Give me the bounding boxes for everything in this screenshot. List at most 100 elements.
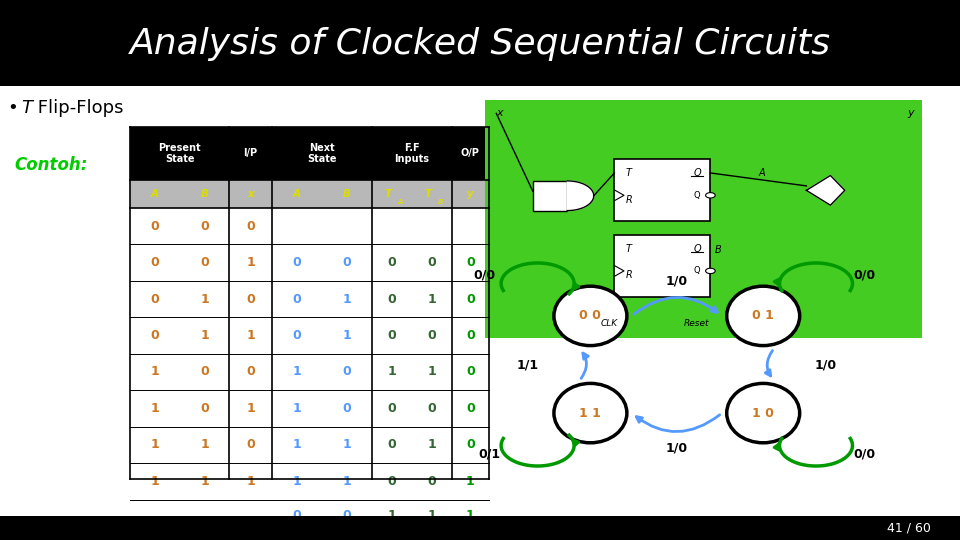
- Text: 1: 1: [387, 509, 396, 522]
- Text: 0: 0: [427, 329, 437, 342]
- Text: 1: 1: [246, 256, 255, 269]
- Text: Analysis of Clocked Sequential Circuits: Analysis of Clocked Sequential Circuits: [130, 28, 830, 61]
- Text: Q̄: Q̄: [693, 191, 700, 200]
- FancyBboxPatch shape: [130, 354, 489, 390]
- Text: 0: 0: [246, 293, 255, 306]
- Text: 41 / 60: 41 / 60: [887, 521, 931, 534]
- Polygon shape: [806, 176, 845, 205]
- Text: 1: 1: [246, 475, 255, 488]
- Text: Q̄: Q̄: [693, 266, 700, 275]
- Ellipse shape: [554, 286, 627, 346]
- Text: 0: 0: [427, 256, 437, 269]
- Text: 1/0: 1/0: [665, 442, 688, 455]
- Text: 0: 0: [342, 366, 351, 379]
- FancyBboxPatch shape: [130, 127, 489, 180]
- Text: 1: 1: [200, 475, 209, 488]
- Text: 1: 1: [427, 366, 437, 379]
- FancyBboxPatch shape: [533, 181, 567, 211]
- Text: 1: 1: [387, 366, 396, 379]
- FancyBboxPatch shape: [130, 244, 489, 281]
- Text: 1: 1: [427, 509, 437, 522]
- Text: 0: 0: [342, 509, 351, 522]
- Text: y: y: [467, 189, 474, 199]
- FancyBboxPatch shape: [130, 208, 489, 244]
- Text: 1: 1: [342, 329, 351, 342]
- Text: 1: 1: [150, 438, 159, 451]
- Text: 1: 1: [200, 329, 209, 342]
- Text: x: x: [247, 189, 254, 199]
- Text: 1 1: 1 1: [580, 407, 601, 420]
- Text: 0: 0: [246, 366, 255, 379]
- Text: Q: Q: [693, 244, 701, 254]
- Text: B: B: [438, 199, 444, 205]
- Text: 0: 0: [387, 438, 396, 451]
- Text: 1: 1: [427, 293, 437, 306]
- Text: 0: 0: [246, 220, 255, 233]
- Text: 0: 0: [200, 402, 209, 415]
- Text: 0: 0: [200, 256, 209, 269]
- Text: A: A: [397, 199, 403, 205]
- Text: 1/1: 1/1: [516, 358, 540, 371]
- Text: 0 1: 0 1: [753, 309, 774, 322]
- Text: 0/1: 0/1: [478, 447, 501, 460]
- FancyBboxPatch shape: [485, 100, 922, 338]
- Text: 1: 1: [200, 293, 209, 306]
- Text: Contoh:: Contoh:: [14, 156, 87, 174]
- Text: 0: 0: [292, 509, 301, 522]
- Text: T: T: [384, 189, 392, 199]
- Text: F.F
Inputs: F.F Inputs: [395, 143, 429, 164]
- Text: 1: 1: [150, 366, 159, 379]
- Text: A: A: [293, 189, 300, 199]
- Text: R: R: [626, 194, 633, 205]
- Text: 0: 0: [387, 475, 396, 488]
- Text: 1: 1: [292, 475, 301, 488]
- Text: 0: 0: [387, 402, 396, 415]
- Text: CLK: CLK: [601, 320, 618, 328]
- Text: 0: 0: [200, 366, 209, 379]
- Text: 1: 1: [292, 402, 301, 415]
- Text: 0: 0: [342, 256, 351, 269]
- Text: 0/0: 0/0: [852, 447, 876, 460]
- Text: 1/0: 1/0: [665, 274, 688, 287]
- Text: 1: 1: [292, 366, 301, 379]
- Text: 1: 1: [292, 438, 301, 451]
- Text: B: B: [343, 189, 350, 199]
- Text: 0: 0: [292, 329, 301, 342]
- Text: 0: 0: [466, 402, 475, 415]
- Text: Flip-Flops: Flip-Flops: [32, 99, 123, 117]
- Text: 1: 1: [200, 438, 209, 451]
- Text: R: R: [626, 270, 633, 280]
- Text: T: T: [21, 99, 32, 117]
- Ellipse shape: [727, 383, 800, 443]
- Text: 0: 0: [387, 293, 396, 306]
- Text: I/P: I/P: [244, 148, 257, 158]
- FancyBboxPatch shape: [130, 180, 489, 208]
- Text: 0: 0: [427, 475, 437, 488]
- FancyBboxPatch shape: [614, 159, 710, 221]
- Text: T: T: [424, 189, 432, 199]
- Text: 0: 0: [387, 329, 396, 342]
- Text: 1: 1: [246, 329, 255, 342]
- Text: 1: 1: [427, 438, 437, 451]
- Text: 0: 0: [292, 256, 301, 269]
- Text: B: B: [201, 189, 208, 199]
- Text: 1: 1: [342, 438, 351, 451]
- Text: 0: 0: [342, 402, 351, 415]
- Text: 0 0: 0 0: [580, 309, 601, 322]
- Polygon shape: [567, 181, 593, 211]
- FancyBboxPatch shape: [0, 86, 960, 516]
- Text: 0: 0: [292, 293, 301, 306]
- Text: x: x: [496, 109, 503, 118]
- FancyBboxPatch shape: [130, 317, 489, 354]
- FancyBboxPatch shape: [130, 463, 489, 500]
- FancyBboxPatch shape: [0, 0, 960, 86]
- Text: 0: 0: [466, 438, 475, 451]
- FancyBboxPatch shape: [0, 516, 960, 540]
- Circle shape: [706, 268, 715, 274]
- Text: 1: 1: [150, 402, 159, 415]
- Text: 0: 0: [150, 220, 159, 233]
- Text: Q: Q: [693, 168, 701, 178]
- Text: B: B: [715, 245, 722, 255]
- Text: 0: 0: [200, 220, 209, 233]
- Text: 0/0: 0/0: [852, 269, 876, 282]
